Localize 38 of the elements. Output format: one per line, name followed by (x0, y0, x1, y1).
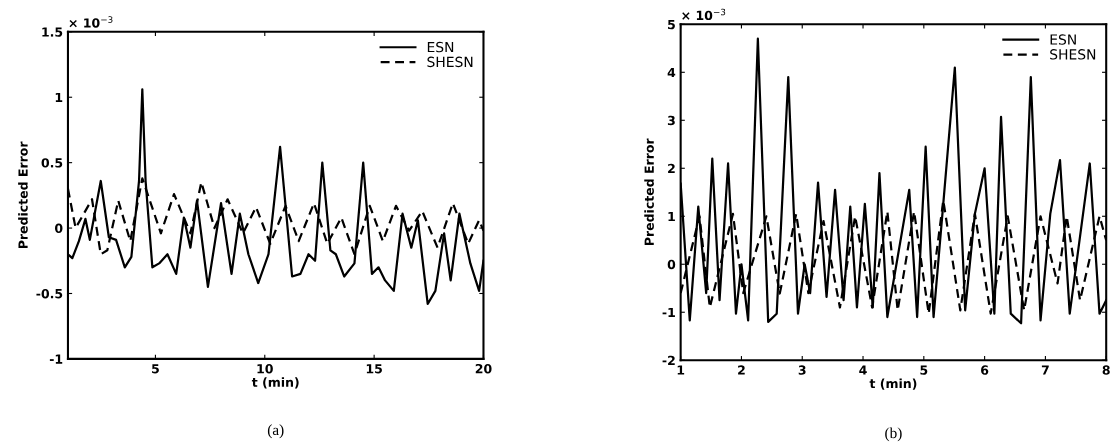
y-tick-label: 0 (54, 223, 63, 233)
x-axis-title: t (min) (251, 377, 299, 389)
y-tick-label: -0.5 (36, 288, 63, 299)
legend-label: ESN (1050, 34, 1076, 45)
y-tick-label: 2 (668, 163, 675, 174)
y-axis-title: Predicted Error (644, 138, 654, 246)
text: (b) (885, 427, 902, 442)
text: × 10$^{−3}$ (682, 8, 726, 21)
y-tick-label: -1 (49, 354, 63, 364)
y-tick-label: 4 (667, 67, 676, 78)
x-tick-label: 8 (1102, 365, 1110, 375)
x-tick-label: 5 (152, 364, 159, 374)
y-tick-label: -2 (662, 355, 675, 365)
y-tick-label: 3 (667, 115, 675, 126)
x-axis-title: t (min) (869, 378, 917, 390)
x-tick-label: 1 (677, 365, 685, 375)
x-tick-label: 20 (475, 363, 492, 374)
y-tick-label: 0.5 (41, 158, 63, 168)
x-tick-label: 15 (366, 364, 382, 374)
legend-label: SHESN (427, 56, 473, 68)
y-tick-label: 1.5 (42, 27, 63, 37)
x-tick-label: 3 (798, 365, 806, 375)
text: (a) (267, 424, 284, 439)
x-tick-label: 2 (738, 365, 745, 375)
x-tick-label: 7 (1041, 365, 1049, 375)
x-tick-label: 6 (981, 365, 989, 375)
y-axis-title: Predicted Error (18, 141, 28, 249)
x-tick-label: 10 (257, 363, 273, 374)
y-tick-label: 1 (668, 211, 675, 222)
legend-label: SHESN (1050, 49, 1096, 60)
legend-label: ESN (427, 41, 454, 53)
x-tick-label: 4 (859, 365, 867, 375)
x-tick-label: 5 (920, 365, 928, 375)
y-tick-label: 5 (668, 19, 675, 30)
text: × 10$^{−3}$ (69, 16, 113, 28)
y-tick-label: -1 (662, 307, 675, 317)
y-tick-label: 1 (55, 92, 63, 102)
y-tick-label: 0 (667, 259, 676, 270)
